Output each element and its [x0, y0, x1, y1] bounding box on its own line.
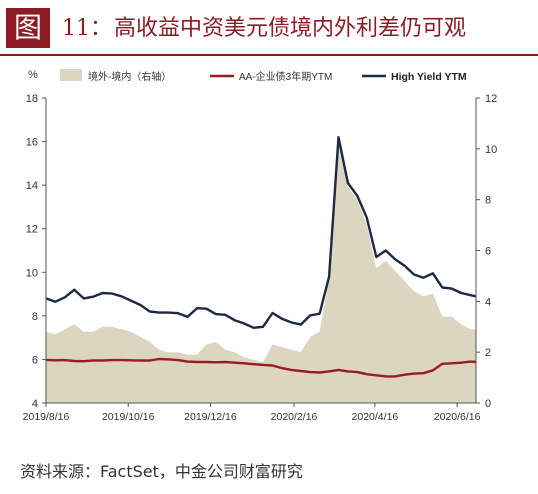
x-tick-label: 2019/10/16 [102, 411, 155, 423]
series-line-aa-ytm [45, 357, 477, 378]
figure-title-text: 高收益中资美元债境内外利差仍可观 [114, 16, 467, 41]
left-tick-label: 6 [32, 354, 38, 366]
figure-number: 11： [62, 16, 112, 41]
legend-label-spread: 境外-境内（右轴） [88, 70, 171, 83]
header-rule [0, 54, 538, 56]
right-tick-label: 4 [485, 296, 491, 308]
figure-title: 11：高收益中资美元债境内外利差仍可观 [62, 10, 466, 48]
series-line-high-yield-ytm [45, 135, 477, 329]
left-tick-label: 10 [26, 267, 38, 279]
x-tick-label: 2019/8/16 [23, 411, 70, 423]
left-tick-label: 14 [26, 180, 38, 192]
right-tick-label: 10 [485, 144, 497, 156]
x-tick-label: 2020/6/16 [434, 411, 481, 423]
left-tick-label: 16 [26, 137, 38, 149]
right-tick-label: 6 [485, 246, 491, 258]
x-tick-label: 2020/4/16 [352, 411, 399, 423]
legend-swatch-spread [60, 69, 82, 81]
right-tick-label: 2 [485, 347, 491, 359]
source-note: 资料来源：FactSet，中金公司财富研究 [20, 462, 303, 481]
legend-label-high-yield: High Yield YTM [391, 71, 467, 83]
series-area-spread [46, 141, 476, 403]
right-tick-label: 12 [485, 93, 497, 105]
x-tick-label: 2020/2/16 [271, 411, 318, 423]
figure-badge: 图 [6, 8, 50, 48]
chart: 4 6 8 10 12 14 16 18% 0 2 4 6 8 10 12 2019/8/16 2019/10/… [23, 69, 497, 423]
left-tick-label: 8 [32, 311, 38, 323]
legend-label-aa-ytm: AA-企业债3年期YTM [239, 70, 332, 83]
left-tick-label: 12 [26, 224, 38, 236]
right-tick-label: 0 [485, 398, 491, 410]
right-tick-label: 8 [485, 195, 491, 207]
x-tick-label: 2019/12/16 [184, 411, 237, 423]
left-tick-label: 18 [26, 93, 38, 105]
left-axis-unit: % [28, 69, 38, 81]
figure-header: 图 11：高收益中资美元债境内外利差仍可观 [0, 0, 538, 54]
left-tick-label: 4 [32, 398, 38, 410]
